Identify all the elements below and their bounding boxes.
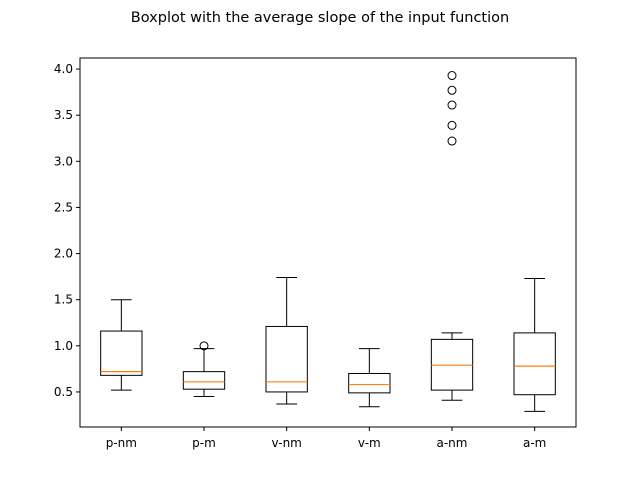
y-tick-label: 2.5 (54, 200, 73, 214)
box-a-m (513, 277, 556, 412)
y-tick-label: 2.0 (54, 247, 73, 261)
flier-point (447, 136, 457, 146)
box-body (265, 325, 308, 393)
box-a-nm (430, 71, 474, 401)
x-tick-label: a-nm (437, 436, 468, 450)
x-axis: p-nm p-m v-nm v-m a-nm a-m (106, 427, 546, 450)
chart-title: Boxplot with the average slope of the in… (131, 10, 509, 26)
box-body (100, 330, 143, 376)
box-body (513, 332, 556, 396)
x-tick-label: v-m (358, 436, 381, 450)
x-tick-label: p-m (192, 436, 216, 450)
x-tick-label: p-nm (106, 436, 137, 450)
box-v-nm (265, 277, 308, 405)
box-p-m (182, 341, 226, 398)
y-tick-label: 0.5 (54, 385, 73, 399)
flier-point (447, 100, 457, 110)
y-tick-label: 4.0 (54, 62, 73, 76)
flier-point (447, 120, 457, 130)
y-axis: 0.5 1.0 1.5 2.0 2.5 3.0 3.5 4.0 (54, 62, 80, 399)
y-tick-label: 3.5 (54, 108, 73, 122)
y-tick-label: 3.0 (54, 154, 73, 168)
x-tick-label: a-m (523, 436, 546, 450)
flier-point (447, 71, 457, 81)
y-tick-label: 1.0 (54, 339, 73, 353)
box-body (348, 372, 391, 394)
box-body (182, 371, 226, 390)
box-p-nm (100, 299, 143, 391)
x-tick-label: v-nm (271, 436, 301, 450)
box-v-m (348, 348, 391, 408)
flier-point (199, 341, 209, 351)
flier-point (447, 85, 457, 95)
y-tick-label: 1.5 (54, 293, 73, 307)
box-series (100, 71, 556, 412)
plot-area-frame (79, 57, 577, 428)
